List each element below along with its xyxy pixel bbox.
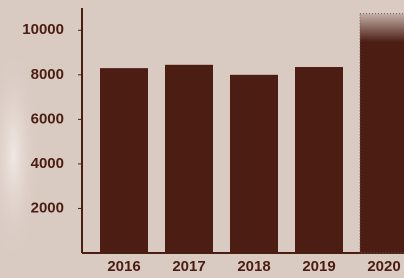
chart: 2000 4000 6000 8000 10000 2016 2017 2018 2019 202… xyxy=(0,0,404,278)
y-tick-label: 4000 xyxy=(31,155,64,172)
bar xyxy=(295,67,343,253)
y-tick-label: 10000 xyxy=(22,21,64,38)
x-tick-label: 2017 xyxy=(172,258,205,275)
y-tick-label: 8000 xyxy=(31,66,64,83)
y-tick-label: 6000 xyxy=(31,110,64,127)
bar xyxy=(230,75,278,253)
page: 2000 4000 6000 8000 10000 2016 2017 2018 2019 202… xyxy=(0,0,404,278)
x-tick-label: 2020 xyxy=(367,258,400,275)
bar xyxy=(100,68,148,253)
x-tick-label: 2019 xyxy=(302,258,335,275)
x-tick-label: 2016 xyxy=(107,258,140,275)
y-tick-label: 2000 xyxy=(31,199,64,216)
bar xyxy=(360,14,404,253)
x-tick-label: 2018 xyxy=(237,258,270,275)
bar xyxy=(165,65,213,253)
